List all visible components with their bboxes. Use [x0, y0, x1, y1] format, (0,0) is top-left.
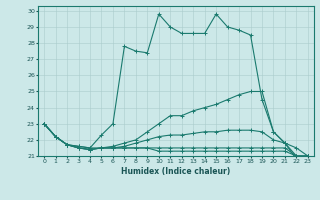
X-axis label: Humidex (Indice chaleur): Humidex (Indice chaleur) [121, 167, 231, 176]
